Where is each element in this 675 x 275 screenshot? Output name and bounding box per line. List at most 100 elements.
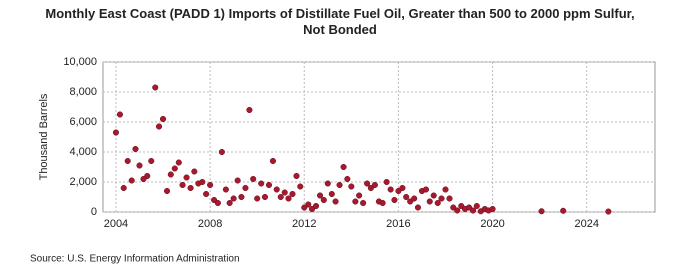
data-point — [132, 145, 139, 153]
y-axis-title: Thousand Barrels — [38, 93, 50, 180]
data-point — [383, 178, 390, 186]
data-point — [230, 195, 237, 202]
y-tick-label: 10,000 — [63, 56, 97, 68]
data-point — [269, 157, 277, 165]
data-point — [179, 181, 186, 189]
data-point — [605, 208, 612, 215]
data-point — [450, 204, 457, 211]
data-point — [465, 204, 473, 211]
data-point — [254, 195, 261, 202]
data-point — [281, 189, 288, 196]
data-point — [199, 178, 206, 186]
data-point — [332, 198, 339, 205]
data-point — [301, 204, 308, 211]
data-point — [391, 196, 398, 204]
y-tick-label: 2,000 — [69, 176, 97, 188]
data-point — [387, 186, 394, 193]
data-point — [469, 207, 477, 214]
data-point — [183, 174, 190, 181]
y-tick-label: 6,000 — [69, 116, 97, 128]
data-point — [144, 172, 151, 180]
data-point — [128, 177, 135, 184]
data-point — [207, 181, 214, 189]
chart-title: Monthly East Coast (PADD 1) Imports of D… — [45, 6, 635, 37]
data-point — [297, 183, 304, 190]
data-point — [242, 184, 249, 192]
data-point — [148, 157, 155, 165]
data-point — [316, 192, 324, 199]
data-point — [175, 159, 182, 166]
x-tick-label: 2016 — [386, 218, 410, 230]
data-point — [454, 207, 461, 214]
data-point — [434, 199, 441, 207]
data-point — [371, 181, 378, 189]
data-point — [340, 163, 347, 171]
data-point — [430, 192, 437, 199]
data-point — [399, 184, 406, 192]
data-point — [116, 111, 123, 118]
data-point — [356, 192, 363, 199]
data-point — [218, 148, 225, 156]
data-point — [308, 205, 316, 213]
data-point — [234, 177, 241, 184]
data-point — [187, 184, 194, 192]
data-point — [344, 175, 351, 183]
data-point — [442, 186, 449, 193]
data-point — [222, 186, 229, 193]
data-point — [273, 186, 280, 193]
data-point — [124, 157, 131, 165]
plot-frame — [102, 61, 656, 213]
data-point — [320, 196, 327, 204]
data-point — [214, 199, 221, 207]
y-tick-label: 0 — [91, 206, 97, 218]
data-point — [171, 165, 178, 172]
data-point — [324, 180, 331, 187]
data-point — [277, 193, 284, 201]
data-point — [152, 84, 159, 91]
data-point — [136, 162, 143, 169]
data-point — [285, 195, 292, 202]
data-point — [238, 193, 245, 201]
data-point — [348, 183, 355, 190]
data-point — [155, 123, 163, 130]
data-point — [364, 180, 371, 187]
data-point — [328, 190, 335, 198]
data-point — [258, 180, 265, 187]
data-point — [159, 115, 167, 123]
data-point — [293, 172, 300, 180]
data-point — [226, 199, 233, 207]
data-point — [473, 202, 480, 210]
data-point — [336, 181, 343, 189]
data-point — [163, 187, 171, 195]
data-point — [120, 184, 127, 192]
y-tick-label: 4,000 — [69, 146, 97, 158]
data-point — [489, 205, 496, 213]
data-point — [360, 199, 367, 207]
data-point — [246, 106, 253, 114]
data-point — [426, 198, 433, 205]
data-point — [438, 195, 445, 202]
data-point — [289, 190, 296, 198]
data-point — [538, 208, 545, 215]
data-point — [312, 202, 320, 210]
data-point — [395, 187, 402, 195]
data-point — [414, 204, 422, 211]
data-point — [112, 129, 119, 136]
x-tick-label: 2024 — [574, 218, 598, 230]
data-point — [191, 168, 198, 175]
data-point — [446, 195, 453, 202]
data-point — [407, 198, 414, 205]
data-point — [379, 199, 386, 207]
x-tick-label: 2008 — [198, 218, 222, 230]
data-point — [560, 207, 567, 214]
data-point — [352, 198, 359, 205]
data-point — [367, 184, 374, 192]
data-point — [265, 181, 273, 189]
data-point — [422, 186, 430, 193]
x-tick-label: 2012 — [292, 218, 316, 230]
data-point — [167, 171, 174, 178]
data-point — [261, 193, 269, 201]
data-point — [403, 193, 410, 201]
